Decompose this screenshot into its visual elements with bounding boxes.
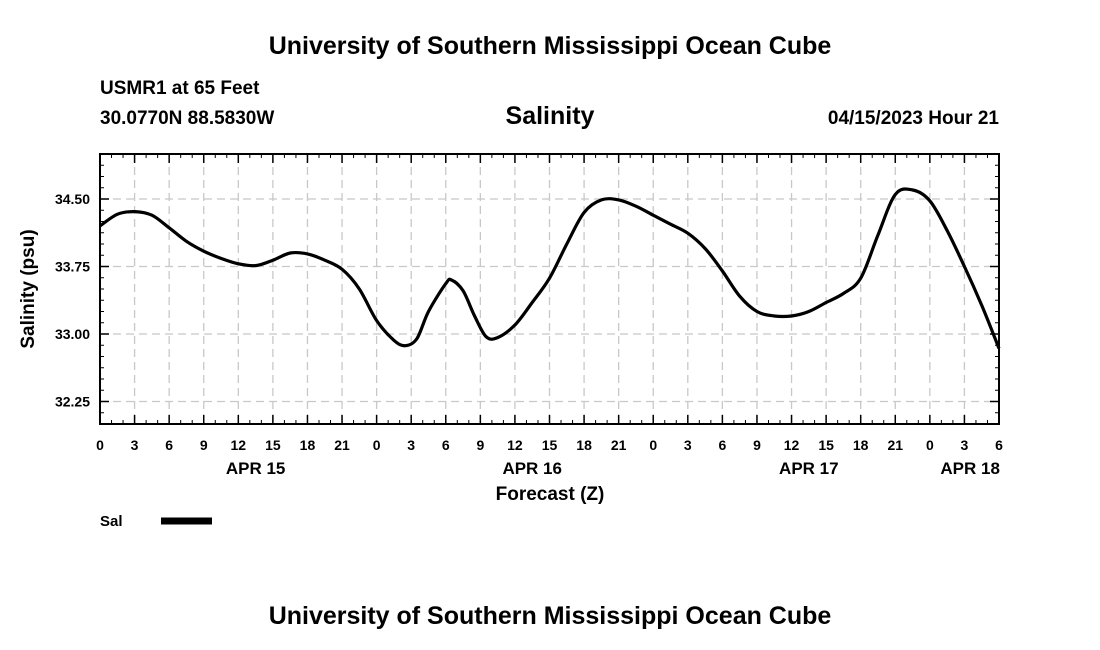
x-tick-label: 3 <box>961 437 969 453</box>
x-tick-label: 15 <box>818 437 834 453</box>
x-tick-label: 6 <box>165 437 173 453</box>
station-label: USMR1 at 65 Feet <box>100 78 260 99</box>
x-tick-label: 21 <box>611 437 627 453</box>
coordinates-label: 30.0770N 88.5830W <box>100 108 274 129</box>
date-labels: APR 15 APR 16 APR 17 APR 18 <box>226 459 1000 478</box>
x-tick-label: 15 <box>265 437 281 453</box>
y-tick-labels: 32.25 33.00 33.75 34.50 <box>55 191 90 410</box>
timestamp-label: 04/15/2023 Hour 21 <box>828 108 1000 129</box>
grid-lines <box>100 154 999 424</box>
x-tick-label: 6 <box>718 437 726 453</box>
chart-title: Salinity <box>506 102 595 130</box>
x-tick-label: 9 <box>200 437 208 453</box>
y-axis-title: Salinity (psu) <box>18 229 39 348</box>
x-tick-labels: 0 3 6 9 12 15 18 21 0 3 6 9 12 15 18 21 0 3 6 9 12 15 18 21 0 3 6 <box>96 437 1003 453</box>
x-tick-label: 6 <box>995 437 1003 453</box>
x-tick-label: 3 <box>684 437 692 453</box>
x-tick-label: 21 <box>887 437 903 453</box>
x-tick-label: 12 <box>507 437 523 453</box>
x-tick-label: 18 <box>576 437 592 453</box>
x-tick-label: 3 <box>407 437 415 453</box>
date-label: APR 17 <box>779 459 839 478</box>
x-tick-label: 0 <box>96 437 104 453</box>
page-title: University of Southern Mississippi Ocean… <box>269 32 832 60</box>
y-tick-label: 34.50 <box>55 191 90 207</box>
x-tick-label: 21 <box>334 437 350 453</box>
footer-title: University of Southern Mississippi Ocean… <box>269 602 832 630</box>
plot-frame <box>99 153 1000 425</box>
x-tick-label: 12 <box>231 437 247 453</box>
x-tick-label: 15 <box>542 437 558 453</box>
x-tick-label: 18 <box>853 437 869 453</box>
x-tick-label: 3 <box>131 437 139 453</box>
date-label: APR 16 <box>502 459 562 478</box>
x-tick-label: 12 <box>784 437 800 453</box>
date-label: APR 18 <box>940 459 1000 478</box>
x-tick-label: 18 <box>300 437 316 453</box>
x-axis-title: Forecast (Z) <box>496 484 605 505</box>
x-tick-label: 0 <box>926 437 934 453</box>
y-tick-label: 33.75 <box>55 259 90 275</box>
x-tick-label: 6 <box>442 437 450 453</box>
x-tick-label: 9 <box>476 437 484 453</box>
x-tick-label: 0 <box>649 437 657 453</box>
legend-label: Sal <box>100 513 123 530</box>
date-label: APR 15 <box>226 459 286 478</box>
y-tick-label: 32.25 <box>55 394 90 410</box>
y-tick-label: 33.00 <box>55 326 90 342</box>
x-tick-label: 0 <box>373 437 381 453</box>
salinity-series-line <box>99 187 1001 349</box>
x-tick-label: 9 <box>753 437 761 453</box>
